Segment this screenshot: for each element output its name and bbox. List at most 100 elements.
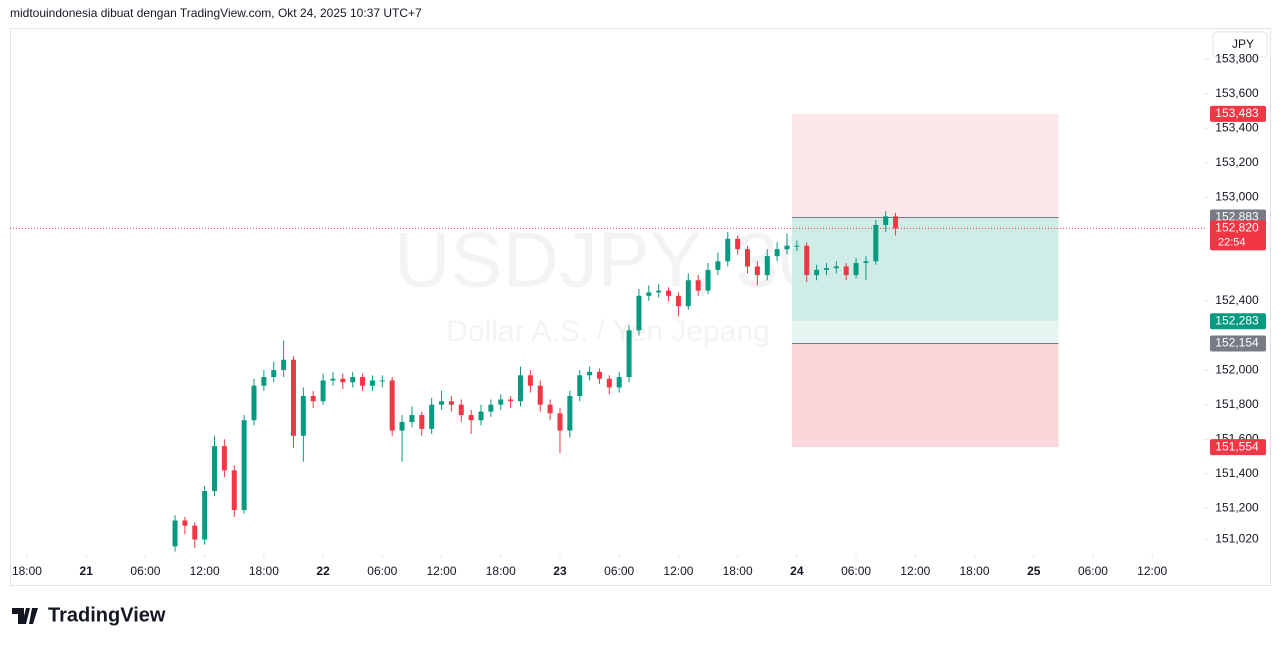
- position-zone: [791, 113, 1059, 218]
- x-tick-label: 06:00: [1078, 564, 1108, 578]
- price-badge: [1210, 439, 1266, 456]
- y-tick-label: 152,400: [1215, 293, 1259, 307]
- candle-body: [725, 238, 731, 262]
- price-badge-label: 153,483: [1215, 106, 1259, 120]
- candle-body: [804, 245, 810, 276]
- x-tick-label: 06:00: [841, 564, 871, 578]
- candle-body: [577, 375, 583, 397]
- candle-body: [182, 520, 188, 526]
- candle-body: [893, 216, 899, 229]
- candle-body: [596, 371, 602, 379]
- candle-body: [843, 266, 849, 276]
- candle-body: [290, 359, 296, 436]
- x-tick-label: 06:00: [604, 564, 634, 578]
- header: midtouindonesia dibuat dengan TradingVie…: [10, 6, 422, 20]
- candle-body: [685, 280, 691, 307]
- candle-body: [705, 269, 711, 291]
- position-zone: [791, 343, 1059, 448]
- x-tick-label: 18:00: [723, 564, 753, 578]
- candle-body: [606, 378, 612, 388]
- candle-body: [646, 292, 652, 296]
- candle-body: [794, 245, 800, 247]
- candle-body: [251, 385, 257, 421]
- price-badge: [1210, 105, 1266, 122]
- candle-body: [774, 249, 780, 257]
- candle-body: [202, 491, 208, 540]
- x-tick-label: 18:00: [12, 564, 42, 578]
- currency[interactable]: JPY: [1232, 37, 1254, 51]
- candle-body: [468, 415, 474, 421]
- candle-body: [695, 280, 701, 291]
- candle-body: [488, 404, 494, 412]
- price-badge-label: 152,820: [1215, 221, 1259, 235]
- price-badge-label: 151,554: [1215, 439, 1259, 453]
- candle-body: [300, 396, 306, 436]
- candle-body: [764, 256, 770, 276]
- price-badge: [1210, 313, 1266, 330]
- candle-body: [261, 377, 267, 386]
- candle-body: [517, 375, 523, 402]
- candle-body: [409, 415, 415, 422]
- watermark-subtitle: Dollar A.S. / Yen Jepang: [446, 315, 770, 348]
- candle-body: [754, 266, 760, 276]
- candle-body: [626, 330, 632, 378]
- candle-body: [192, 525, 198, 540]
- candle-body: [823, 268, 829, 270]
- candle-body: [567, 396, 573, 431]
- candle-body: [241, 420, 247, 511]
- candle-body: [508, 399, 514, 402]
- candle-body: [360, 377, 366, 386]
- candle-body: [863, 261, 869, 263]
- candle-body: [547, 404, 553, 414]
- logo-text: TradingView: [48, 604, 166, 626]
- candle-body: [458, 404, 464, 416]
- candle-body: [814, 269, 820, 276]
- y-tick-label: 151,020: [1215, 532, 1259, 546]
- candle-body: [478, 411, 484, 421]
- price-badge: [1210, 220, 1266, 251]
- candle-body: [587, 371, 593, 376]
- price-badge: [1210, 335, 1266, 352]
- candle-body: [557, 413, 563, 431]
- candle-body: [745, 249, 751, 267]
- y-tick-label: 153,200: [1215, 155, 1259, 169]
- plot: [10, 113, 1205, 552]
- candle-body: [310, 396, 316, 402]
- countdown: 22:54: [1218, 236, 1246, 248]
- x-tick-label: 22: [316, 564, 330, 578]
- price-badge-label: 152,154: [1215, 336, 1259, 350]
- candle-body: [448, 401, 454, 405]
- candle-body: [883, 216, 889, 225]
- x-tick-label: 18:00: [960, 564, 990, 578]
- watermark: USDJPY, 30 Dollar A.S. / Yen Jepang: [394, 216, 822, 348]
- x-tick-label: 12:00: [663, 564, 693, 578]
- candle-body: [350, 377, 356, 383]
- candle-body: [439, 401, 445, 405]
- candle-body: [735, 238, 741, 250]
- x-tick-label: 12:00: [190, 564, 220, 578]
- y-tick-label: 151,200: [1215, 501, 1259, 515]
- currency-badge[interactable]: [1212, 31, 1268, 58]
- candle-body: [873, 224, 879, 262]
- position-zone: [791, 217, 1059, 322]
- candle-body: [636, 295, 642, 331]
- candle-body: [419, 415, 425, 429]
- x-tick-label: 18:00: [249, 564, 279, 578]
- candle-body: [369, 380, 375, 386]
- candle-body: [281, 359, 287, 371]
- candle-body: [429, 404, 435, 429]
- x-tick-label: 12:00: [427, 564, 457, 578]
- x-tick-label: 21: [80, 564, 94, 578]
- candle-body: [212, 446, 218, 492]
- candle-body: [320, 380, 326, 402]
- candle-body: [498, 399, 504, 405]
- candle-body: [399, 421, 405, 431]
- candle-body: [616, 377, 622, 388]
- logo-icon: [12, 608, 38, 624]
- candle-body: [656, 290, 662, 293]
- y-tick-label: 153,600: [1215, 86, 1259, 100]
- y-tick-label: 151,800: [1215, 397, 1259, 411]
- frame: [10, 28, 1271, 586]
